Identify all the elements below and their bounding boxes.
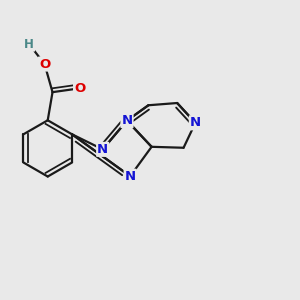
Text: N: N xyxy=(190,116,201,129)
Text: O: O xyxy=(39,58,50,70)
Text: N: N xyxy=(122,114,133,127)
Text: O: O xyxy=(74,82,85,95)
Text: H: H xyxy=(24,38,34,51)
Text: N: N xyxy=(97,143,108,156)
Text: N: N xyxy=(124,170,136,183)
